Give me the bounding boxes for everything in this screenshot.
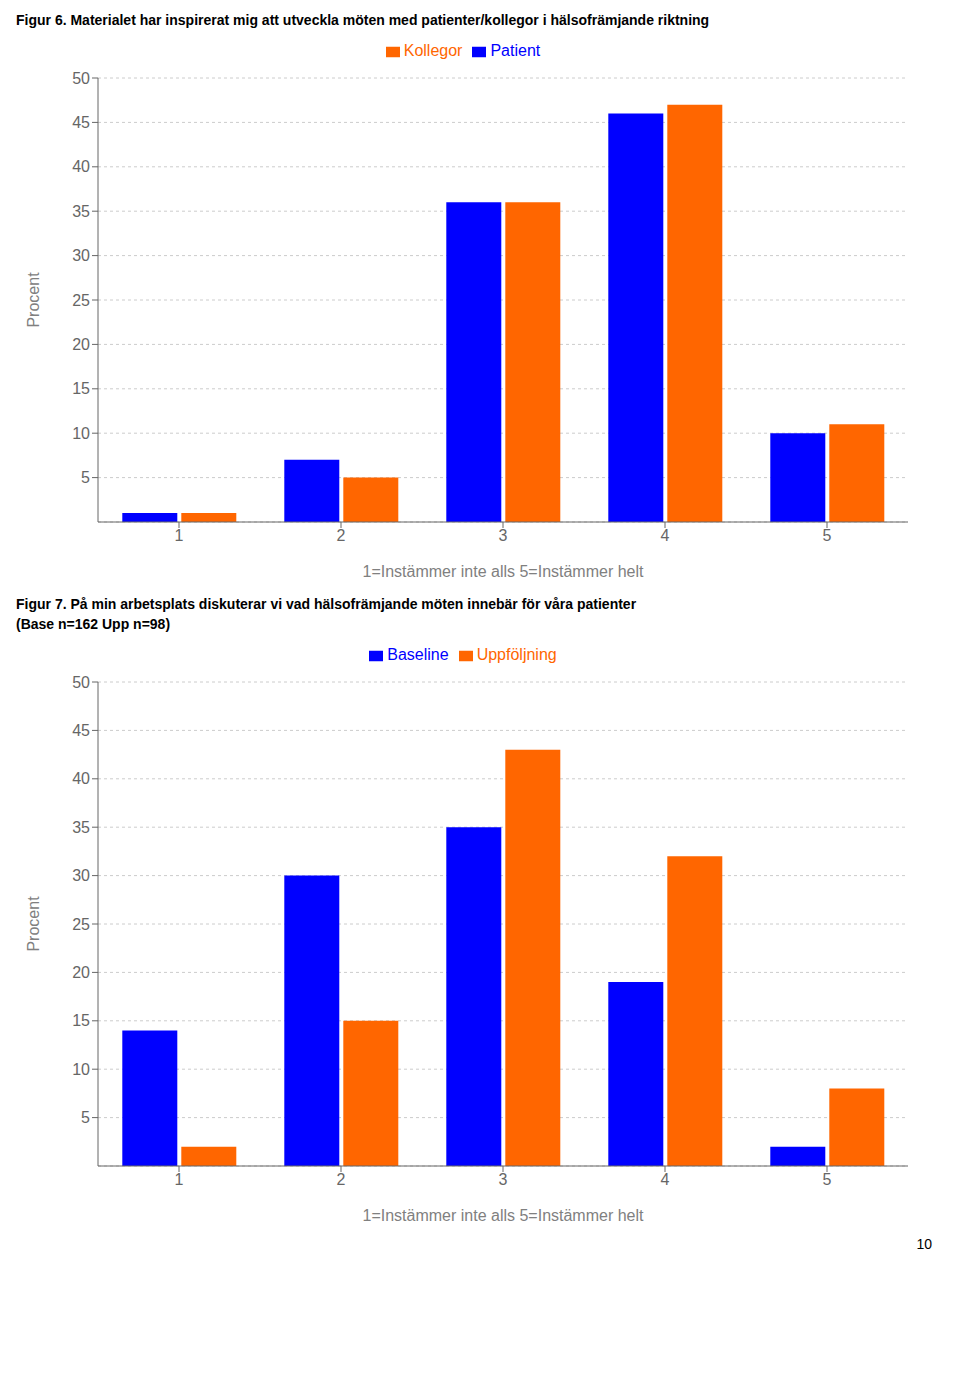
svg-text:10: 10 (72, 425, 90, 442)
svg-text:35: 35 (72, 819, 90, 836)
svg-text:1: 1 (175, 1171, 184, 1188)
svg-text:4: 4 (661, 527, 670, 544)
svg-text:2: 2 (337, 1171, 346, 1188)
svg-text:45: 45 (72, 114, 90, 131)
svg-text:30: 30 (72, 867, 90, 884)
svg-text:25: 25 (72, 292, 90, 309)
svg-text:3: 3 (499, 1171, 508, 1188)
svg-text:Procent: Procent (25, 896, 42, 952)
svg-text:20: 20 (72, 336, 90, 353)
svg-text:1: 1 (175, 527, 184, 544)
html-text:Baseline: Baseline (387, 646, 449, 663)
svg-text:4: 4 (661, 1171, 670, 1188)
svg-text:5: 5 (823, 527, 832, 544)
svg-text:25: 25 (72, 916, 90, 933)
html-text:Figur 7. På min arbetsplats di: Figur 7. På min arbetsplats diskuterar v… (16, 596, 637, 612)
svg-text:1=Instämmer inte alls 5=Instäm: 1=Instämmer inte alls 5=Instämmer helt (362, 563, 644, 580)
svg-text:Procent: Procent (25, 272, 42, 328)
svg-text:30: 30 (72, 247, 90, 264)
svg-text:15: 15 (72, 1012, 90, 1029)
svg-text:10: 10 (72, 1061, 90, 1078)
svg-text:1=Instämmer inte alls 5=Instäm: 1=Instämmer inte alls 5=Instämmer helt (362, 1207, 644, 1224)
svg-text:2: 2 (337, 527, 346, 544)
svg-text:50: 50 (72, 674, 90, 691)
svg-text:40: 40 (72, 770, 90, 787)
svg-text:20: 20 (72, 964, 90, 981)
svg-text:35: 35 (72, 203, 90, 220)
svg-text:5: 5 (81, 1109, 90, 1126)
html-text:10: 10 (916, 1236, 932, 1252)
svg-text:5: 5 (823, 1171, 832, 1188)
svg-text:3: 3 (499, 527, 508, 544)
svg-text:40: 40 (72, 158, 90, 175)
html-text:(Base n=162 Upp n=98): (Base n=162 Upp n=98) (16, 616, 171, 632)
html-text:Patient: Patient (490, 42, 541, 59)
html-text:Kollegor: Kollegor (403, 42, 463, 59)
html-text:Figur 6. Materialet har inspir: Figur 6. Materialet har inspirerat mig a… (16, 12, 710, 28)
svg-text:5: 5 (81, 469, 90, 486)
html-text:Uppföljning: Uppföljning (476, 646, 557, 663)
svg-text:15: 15 (72, 380, 90, 397)
svg-text:45: 45 (72, 722, 90, 739)
svg-text:50: 50 (72, 70, 90, 87)
